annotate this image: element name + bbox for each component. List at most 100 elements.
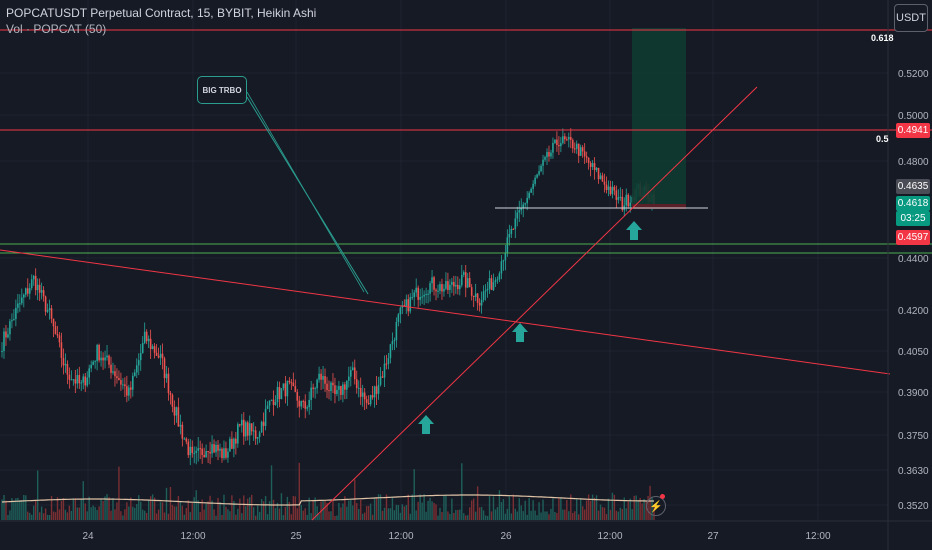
volume-bar <box>423 494 425 520</box>
volume-bar <box>213 509 215 520</box>
candle-body <box>355 379 358 389</box>
candle-body <box>470 287 473 296</box>
volume-bar <box>308 497 310 520</box>
volume-bar <box>3 494 5 520</box>
volume-bar <box>443 495 445 520</box>
candle-body <box>468 278 471 288</box>
candle-body <box>569 136 572 140</box>
time-tick-1: 12:00 <box>180 531 205 542</box>
volume-bar <box>40 506 43 520</box>
candle-body <box>264 408 267 426</box>
volume-bar <box>68 505 71 520</box>
candle-body <box>546 152 548 158</box>
flash-icon[interactable]: ⚡ <box>646 496 666 516</box>
candle-body <box>252 430 255 432</box>
candle-body <box>197 448 199 451</box>
volume-bar <box>25 495 27 520</box>
currency-button[interactable]: USDT <box>894 4 928 32</box>
candle-body <box>17 303 19 308</box>
candle-body <box>449 284 451 290</box>
candle-body <box>167 373 170 394</box>
candle-body <box>379 376 382 385</box>
volume-bar <box>518 498 520 520</box>
volume-bar <box>50 496 53 520</box>
volume-bar <box>60 501 63 520</box>
volume-bar <box>161 502 164 520</box>
candle-body <box>439 284 441 291</box>
symbol-title[interactable]: POPCATUSDT Perpetual Contract, 15, BYBIT… <box>6 6 317 20</box>
volume-bar <box>312 499 314 520</box>
volume-bar <box>391 496 394 520</box>
candle-body <box>163 358 166 379</box>
candle-body <box>510 228 513 234</box>
candle-body <box>54 326 57 335</box>
candle-body <box>151 346 154 349</box>
volume-bar <box>70 510 73 520</box>
volume-bar <box>330 511 332 520</box>
volume-bar <box>334 515 336 520</box>
candle-body <box>229 438 231 452</box>
candle-body <box>286 380 289 397</box>
volume-bar <box>411 494 413 520</box>
note-label[interactable]: BIG TRBO <box>197 76 247 104</box>
candle-body <box>387 358 390 364</box>
candle-body <box>195 450 198 453</box>
candle-body <box>516 212 519 219</box>
volume-bar <box>108 497 110 520</box>
price-tick-0: 0.5200 <box>898 69 929 80</box>
candle-body <box>514 218 517 230</box>
candle-body <box>219 448 221 451</box>
candle-body <box>486 288 489 291</box>
candle-body <box>157 355 160 358</box>
volume-bar <box>223 494 225 520</box>
volume-bar <box>363 512 366 520</box>
volume-bar <box>379 494 382 520</box>
candle-body <box>373 386 376 398</box>
volume-bar <box>455 509 457 520</box>
volume-bar <box>463 513 465 520</box>
volume-bar <box>631 509 633 520</box>
volume-bar <box>88 496 90 520</box>
volume-bar <box>361 513 364 520</box>
candle-body <box>411 297 414 299</box>
candle-body <box>227 451 229 458</box>
candle-body <box>621 196 624 211</box>
volume-bar <box>249 497 251 520</box>
volume-bar <box>17 497 19 520</box>
volume-bar <box>163 512 166 520</box>
volume-bar <box>627 501 629 520</box>
candle-body <box>562 136 564 144</box>
candle-body <box>90 364 92 369</box>
candle-body <box>84 376 87 386</box>
candlesticks <box>1 128 655 466</box>
candle-body <box>147 338 150 342</box>
candle-body <box>447 281 449 290</box>
volume-bar <box>633 495 635 520</box>
candle-body <box>143 331 146 343</box>
candle-body <box>72 379 75 381</box>
candle-body <box>205 451 207 458</box>
volume-bar <box>86 511 88 520</box>
candle-body <box>552 142 554 153</box>
candle-body <box>593 163 596 170</box>
candle-body <box>171 394 174 407</box>
volume-bar <box>474 511 477 520</box>
candle-body <box>330 382 332 391</box>
candle-body <box>504 252 507 261</box>
candle-body <box>500 261 503 274</box>
volume-bar <box>486 515 489 520</box>
volume-bar <box>427 500 429 520</box>
volume-bar <box>490 511 493 520</box>
candle-body <box>86 377 89 386</box>
volume-bar <box>96 509 98 520</box>
volume-legend[interactable]: Vol · POPCAT (50) <box>6 22 107 36</box>
time-tick-4: 26 <box>500 531 512 542</box>
candle-body <box>460 274 463 286</box>
volume-bar <box>522 511 524 520</box>
candle-body <box>254 430 257 439</box>
candle-body <box>365 399 368 403</box>
volume-bar <box>290 514 293 520</box>
volume-bar <box>215 515 217 520</box>
candle-body <box>133 372 136 376</box>
